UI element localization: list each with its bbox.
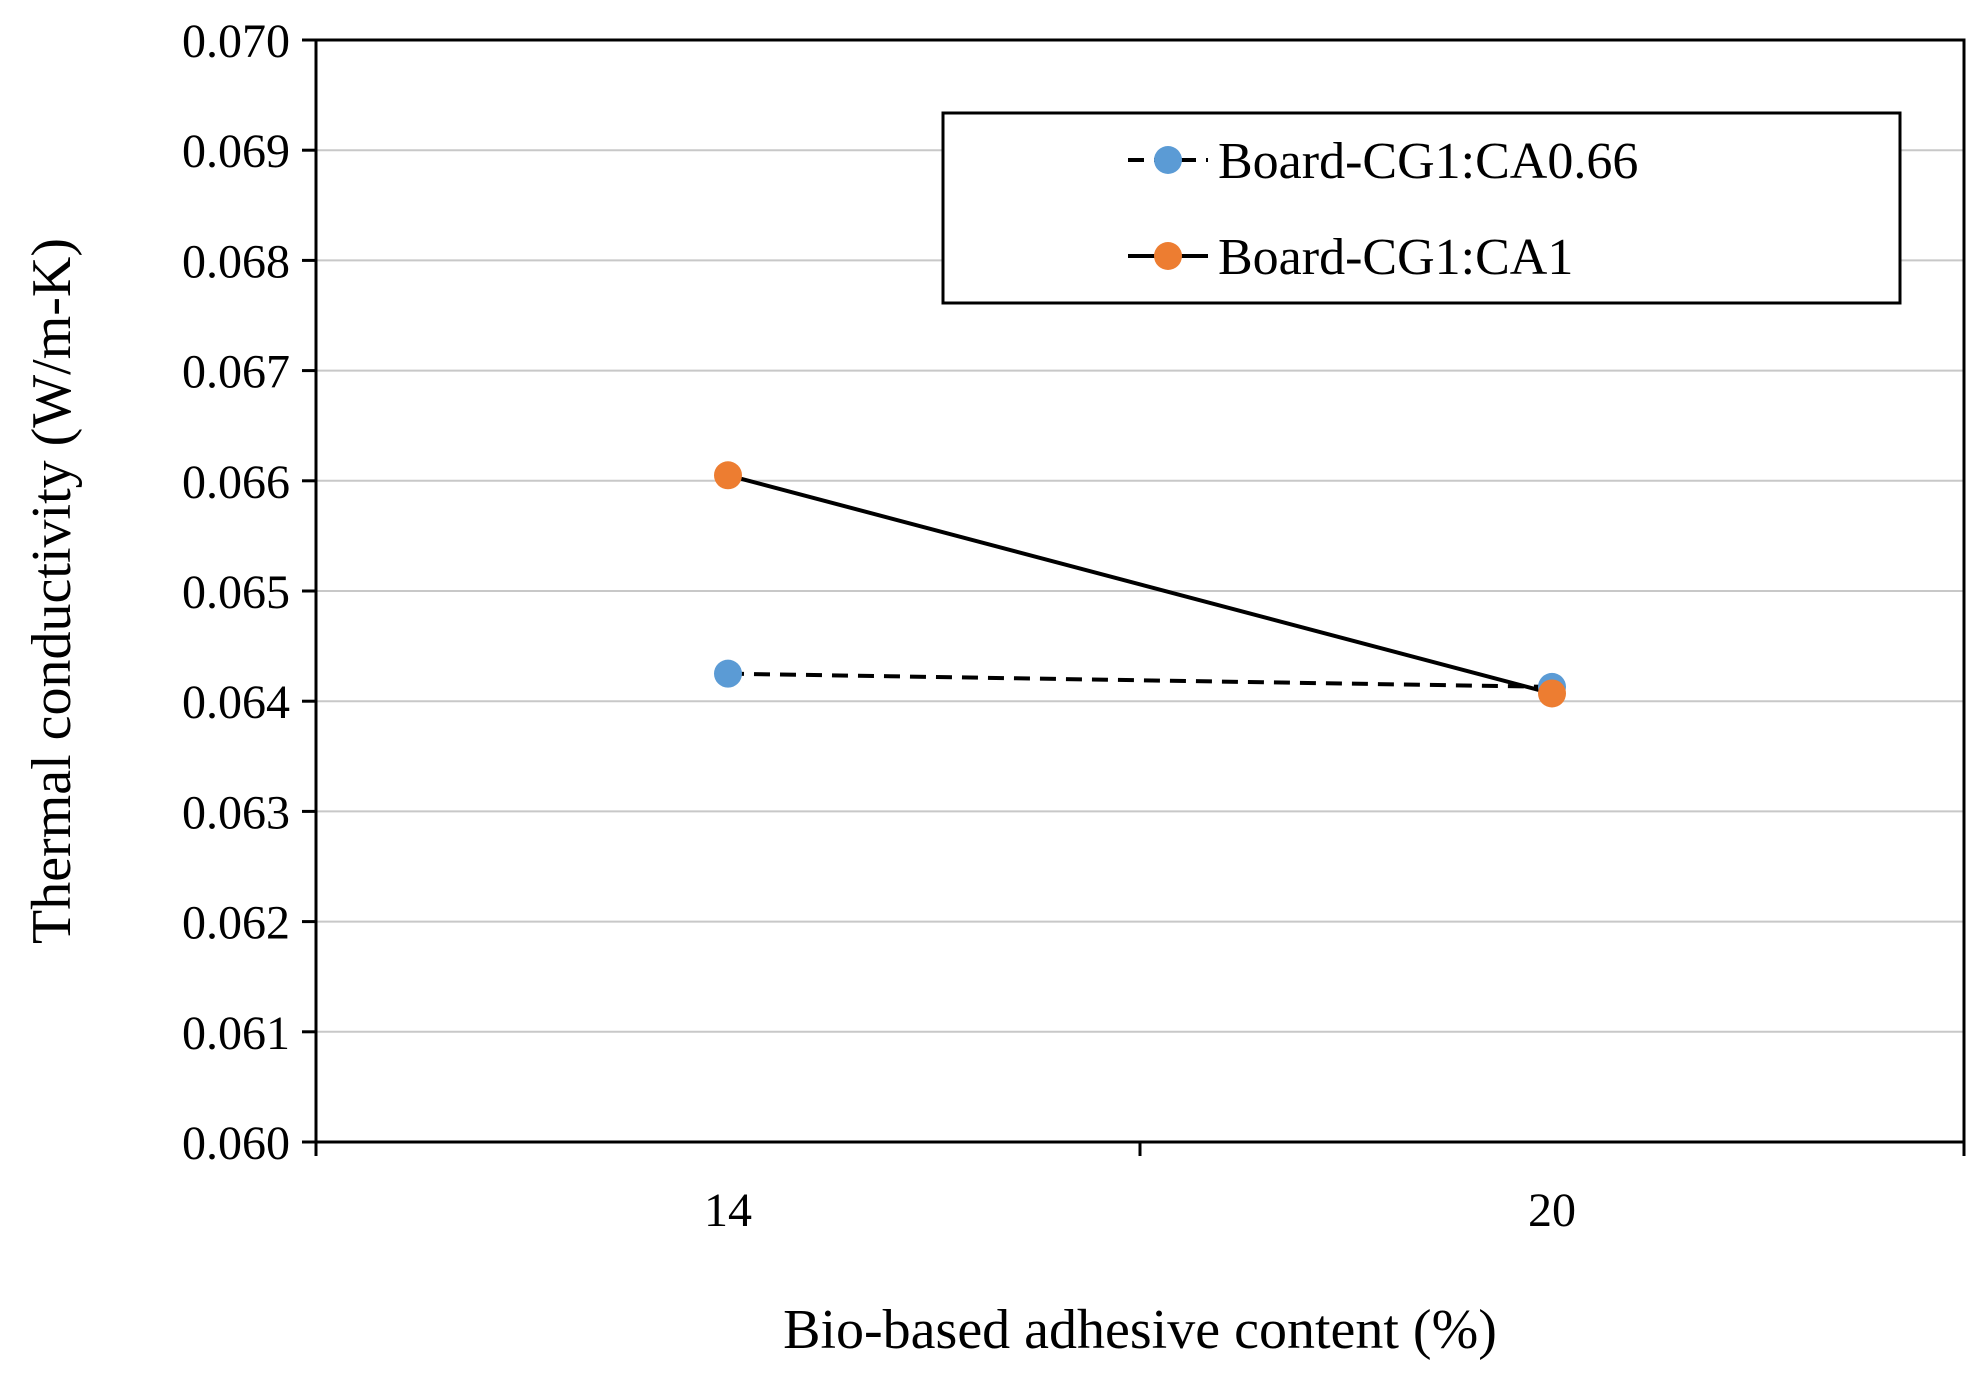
series-line-1 [727,473,1553,696]
legend-marker-board-cg1-ca066 [1154,146,1182,174]
y-tick-label: 0.070 [182,15,290,68]
series-line-0 [727,671,1553,689]
y-tick-label: 0.067 [182,346,290,399]
y-tick-label: 0.061 [182,1007,290,1060]
legend-label-board-cg1-ca066: Board-CG1:CA0.66 [1218,133,1638,190]
y-tick-label: 0.068 [182,235,290,288]
y-tick-label: 0.062 [182,897,290,950]
data-point-series-1 [1538,679,1566,708]
legend-marker-board-cg1-ca1 [1154,242,1182,270]
legend-label-board-cg1-ca1: Board-CG1:CA1 [1218,229,1573,286]
y-tick-label: 0.069 [182,125,290,178]
series-layer [714,461,1566,708]
y-tick-label: 0.065 [182,566,290,619]
y-tick-label: 0.063 [182,786,290,839]
axis-ticks: 0.060 0.061 0.062 0.063 0.064 0.065 0.066 0.067… [182,15,1966,1237]
y-tick-label: 0.064 [182,676,290,729]
data-point-series-0 [714,659,742,688]
legend: Board-CG1:CA0.66 Board-CG1:CA1 [941,111,1902,305]
y-axis-title: Thermal conductivity (W/m-K) [21,238,83,944]
y-tick-label: 0.060 [182,1117,290,1170]
x-tick-label: 20 [1528,1184,1576,1237]
legend-box [941,111,1902,305]
y-tick-label: 0.066 [182,456,290,509]
data-point-series-1 [714,461,742,490]
x-tick-label: 14 [704,1184,752,1237]
x-axis-title: Bio-based adhesive content (%) [783,1299,1497,1361]
